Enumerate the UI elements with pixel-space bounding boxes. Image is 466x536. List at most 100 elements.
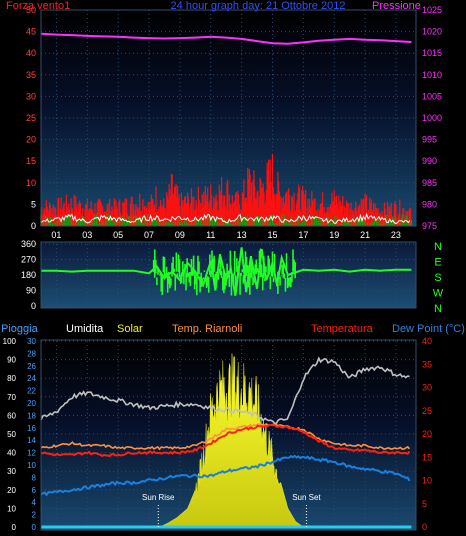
direction-tick-label: 270 [21, 255, 36, 265]
rain-tick-label: 0 [32, 523, 37, 532]
wind-tick-label: 10 [26, 178, 36, 188]
temp-tick-label: 10 [422, 476, 432, 486]
wind-tick-label: 50 [26, 5, 36, 15]
compass-label: E [434, 257, 441, 269]
pressure-tick-label: 1010 [422, 70, 442, 80]
sun-marker-label: Sun Set [292, 493, 321, 502]
humidity-tick-label: 30 [7, 467, 16, 476]
direction-tick-label: 180 [21, 270, 36, 280]
hour-tick-label: 09 [175, 230, 185, 240]
rain-tick-label: 26 [27, 362, 36, 371]
humidity-tick-label: 90 [7, 356, 16, 365]
rain-tick-label: 22 [27, 387, 36, 396]
hour-tick-label: 19 [329, 230, 339, 240]
humidity-tick-label: 100 [3, 337, 17, 346]
dew-point-line [40, 454, 411, 497]
hour-tick-label: 01 [51, 230, 61, 240]
compass-label: S [434, 272, 441, 284]
direction-tick-label: 0 [31, 301, 36, 311]
compass-label: W [433, 288, 444, 300]
pressure-tick-label: 975 [422, 221, 437, 231]
temp-tick-label: 30 [422, 383, 432, 393]
pressure-tick-label: 1000 [422, 113, 442, 123]
wind-tick-label: 35 [26, 70, 36, 80]
direction-tick-label: 360 [21, 239, 36, 249]
temp-tick-label: 15 [422, 452, 432, 462]
hour-tick-label: 21 [360, 230, 370, 240]
pressure-tick-label: 985 [422, 178, 437, 188]
wind-tick-label: 15 [26, 156, 36, 166]
hour-tick-label: 05 [113, 230, 123, 240]
rain-tick-label: 16 [27, 424, 36, 433]
humidity-tick-label: 70 [7, 393, 16, 402]
temperature-line [40, 423, 411, 458]
rain-tick-label: 6 [32, 486, 37, 495]
compass-label: N [434, 303, 442, 315]
hour-tick-label: 03 [82, 230, 92, 240]
legend-pioggia: Pioggia [1, 323, 39, 335]
rain-tick-label: 12 [27, 449, 36, 458]
pressure-tick-label: 1015 [422, 48, 442, 58]
rain-tick-label: 14 [27, 436, 36, 445]
wind-tick-label: 45 [26, 27, 36, 37]
direction-tick-label: 90 [26, 286, 36, 296]
pressure-tick-label: 1025 [422, 5, 442, 15]
humidity-tick-label: 20 [7, 486, 16, 495]
rain-tick-label: 30 [27, 337, 36, 346]
temp-tick-label: 0 [422, 522, 427, 532]
pressure-tick-label: 1020 [422, 27, 442, 37]
pressure-line [40, 32, 412, 45]
legend-dew-point: Dew Point (°C) [392, 323, 465, 335]
hour-tick-label: 23 [391, 230, 401, 240]
wind-tick-label: 25 [26, 113, 36, 123]
temp-tick-label: 25 [422, 406, 432, 416]
legend-solar: Solar [117, 323, 143, 335]
humidity-tick-label: 80 [7, 374, 16, 383]
hour-tick-label: 07 [144, 230, 154, 240]
wind-tick-label: 5 [31, 199, 36, 209]
temp-tick-label: 5 [422, 499, 427, 509]
rain-tick-label: 24 [27, 374, 36, 383]
hour-tick-label: 15 [267, 230, 277, 240]
humidity-tick-label: 10 [7, 504, 16, 513]
wind-tick-label: 30 [26, 91, 36, 101]
hour-tick-label: 17 [298, 230, 308, 240]
pressure-tick-label: 980 [422, 199, 437, 209]
panel-direction-frame [40, 241, 417, 309]
panel-temp-frame [40, 339, 417, 531]
rain-tick-label: 8 [32, 473, 37, 482]
wind-tick-label: 40 [26, 48, 36, 58]
humidity-tick-label: 40 [7, 449, 16, 458]
wind-tick-label: 20 [26, 135, 36, 145]
humidity-tick-label: 0 [12, 523, 17, 532]
hour-tick-label: 11 [206, 230, 215, 240]
pressure-right-label: Pressione [372, 0, 421, 12]
wind-left-label: Forza vento1 [6, 0, 70, 12]
humidity-line [40, 356, 410, 425]
pressure-tick-label: 995 [422, 135, 437, 145]
temp-tick-label: 35 [422, 359, 432, 369]
legend-temp-riarnoli: Temp. Riarnoli [172, 323, 242, 335]
rain-tick-label: 28 [27, 349, 36, 358]
pressure-tick-label: 1005 [422, 91, 442, 101]
humidity-tick-label: 60 [7, 411, 16, 420]
temp-tick-label: 40 [422, 336, 432, 346]
rain-tick-label: 20 [27, 399, 36, 408]
temp-tick-label: 20 [422, 429, 432, 439]
rain-tick-label: 4 [32, 498, 37, 507]
solar-area [141, 353, 312, 528]
humidity-tick-label: 50 [7, 430, 16, 439]
rain-tick-label: 2 [32, 511, 37, 520]
wind-tick-label: 0 [31, 221, 36, 231]
legend-umidita: Umidita [66, 323, 104, 335]
legend-temperatura: Temperatura [311, 323, 374, 335]
sun-marker-label: Sun Rise [142, 493, 175, 502]
hour-tick-label: 13 [237, 230, 247, 240]
rain-tick-label: 18 [27, 411, 36, 420]
pressure-tick-label: 990 [422, 156, 437, 166]
rain-tick-label: 10 [27, 461, 36, 470]
wind-average-line [40, 212, 411, 224]
panel-wind-frame [40, 9, 417, 227]
